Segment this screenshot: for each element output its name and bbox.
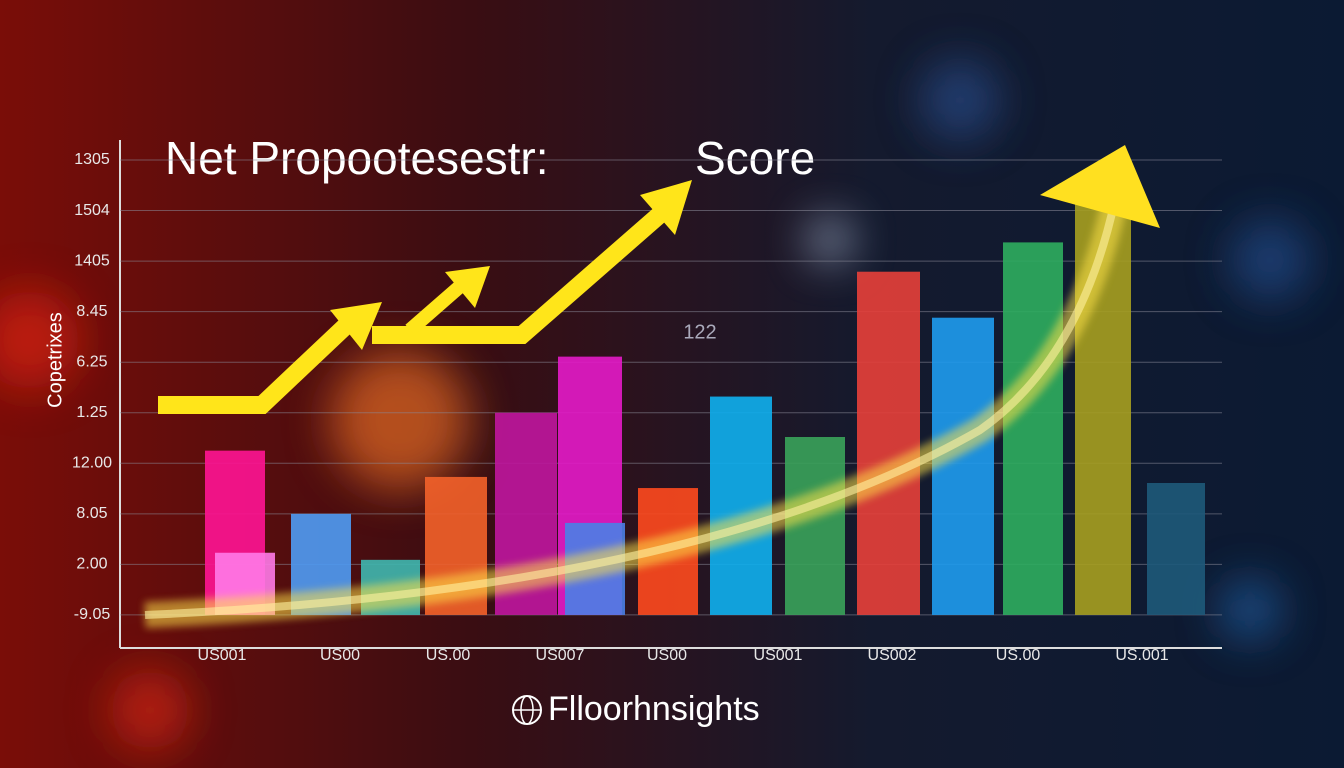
y-tick-label: 8.05 [76, 505, 107, 522]
chart-title: Net Propootesestr: [165, 132, 549, 184]
y-tick-label: 2.00 [76, 556, 107, 573]
brand-logo [512, 695, 542, 725]
bar [1003, 242, 1063, 615]
y-tick-label: 1504 [74, 202, 110, 219]
x-tick-label: US00 [320, 647, 360, 664]
y-tick-label: 1.25 [76, 404, 107, 421]
x-tick-label: US001 [754, 647, 803, 664]
y-axis-label: Copetrixes [44, 312, 66, 408]
x-tick-label: US.00 [426, 647, 471, 664]
bokeh [0, 60, 1310, 750]
x-tick-label: US00 [647, 647, 687, 664]
annotation: 122 [683, 321, 716, 343]
y-tick-label: 8.45 [76, 303, 107, 320]
brand: Flloorhnsights [548, 690, 760, 728]
bar [857, 271, 920, 615]
bar [932, 317, 994, 615]
y-tick-label: 1405 [74, 252, 110, 269]
bar [710, 396, 772, 615]
trend-arrows [144, 145, 1160, 628]
y-tick-label: 1305 [74, 151, 110, 168]
chart-title-suffix: Score [695, 132, 815, 184]
bar [1147, 482, 1205, 615]
x-tick-label: US.00 [996, 647, 1041, 664]
y-tick-label: -9.05 [74, 606, 111, 623]
bar [785, 436, 845, 615]
y-tick-label: 12.00 [72, 455, 112, 472]
x-tick-label: US.001 [1115, 647, 1168, 664]
x-tick-label: US007 [536, 647, 585, 664]
x-tick-label: US001 [198, 647, 247, 664]
x-tick-label: US002 [868, 647, 917, 664]
y-tick-label: 6.25 [76, 353, 107, 370]
